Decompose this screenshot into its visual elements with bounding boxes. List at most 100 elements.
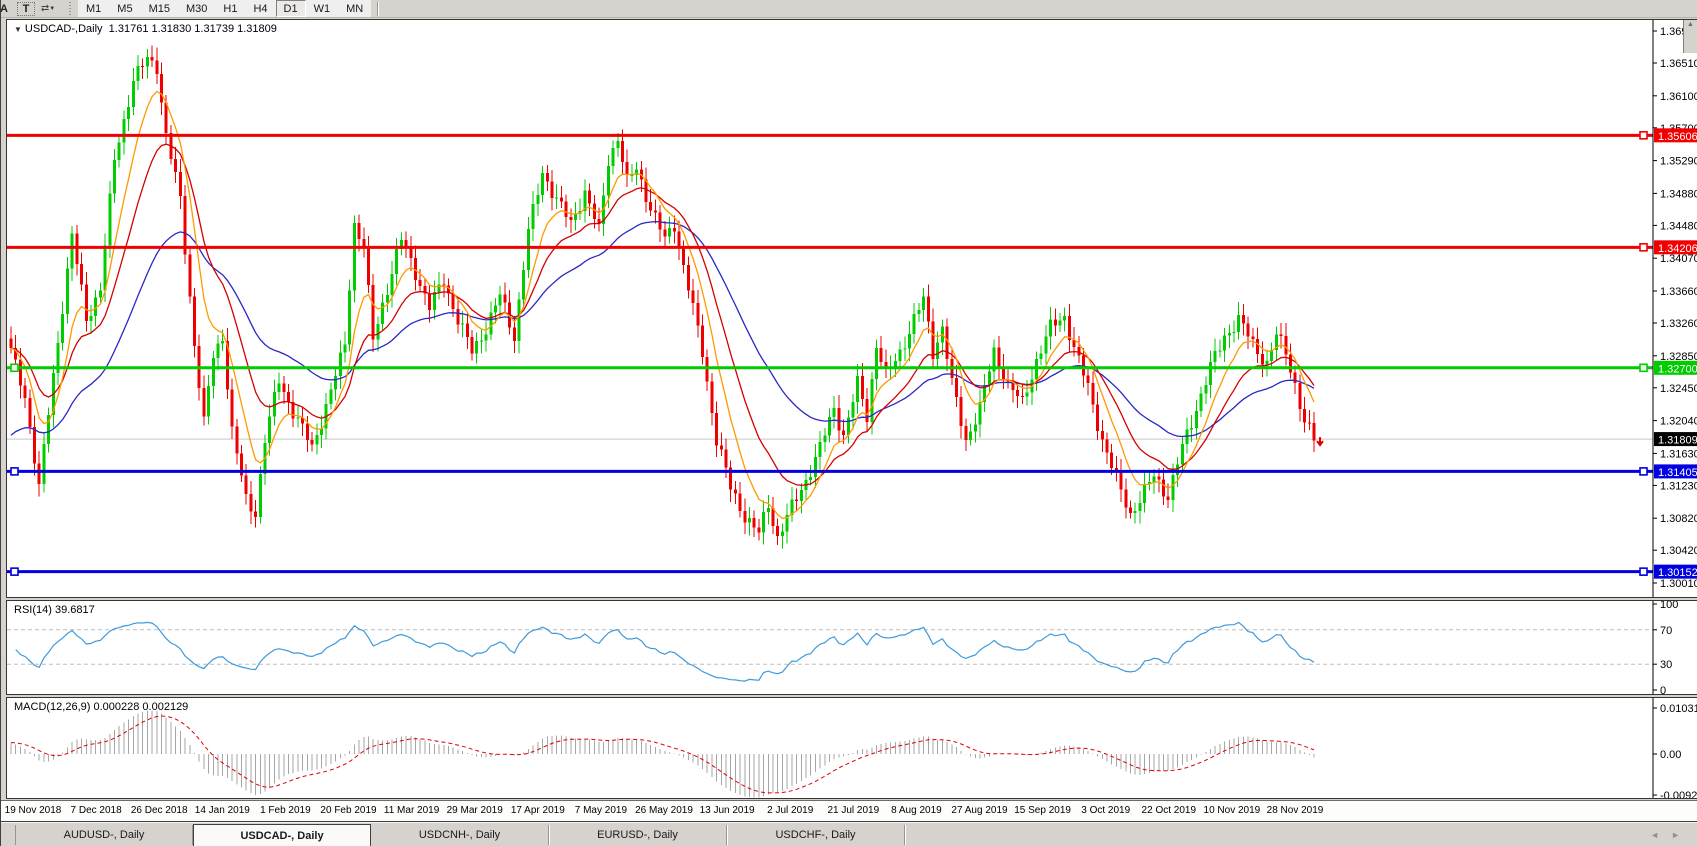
svg-text:-0.009203: -0.009203 <box>1660 790 1697 798</box>
rsi-panel: 100 70 30 0 RSI(14) 39.6817 <box>6 600 1697 695</box>
svg-text:0.00: 0.00 <box>1660 749 1681 761</box>
date-label: 15 Sep 2019 <box>1014 805 1071 816</box>
svg-text:1.31230: 1.31230 <box>1660 480 1697 492</box>
svg-text:1.34206: 1.34206 <box>1658 243 1697 255</box>
sell-arrow-icon <box>1316 437 1324 447</box>
date-label: 21 Jul 2019 <box>827 805 880 816</box>
macd-histogram <box>10 710 1315 798</box>
macd-values: 0.000228 0.002129 <box>93 701 189 713</box>
line-handle <box>1639 363 1648 373</box>
date-axis[interactable]: 19 Nov 2018 7 Dec 2018 26 Dec 2018 14 Jan 2… <box>1 800 1697 821</box>
horizontal-sr-lines[interactable] <box>7 131 1653 576</box>
svg-text:1.32040: 1.32040 <box>1660 416 1697 428</box>
date-label: 2 Jul 2019 <box>767 805 814 816</box>
date-label: 26 Dec 2018 <box>130 805 188 816</box>
rsi-axis[interactable]: 100 70 30 0 <box>1652 601 1678 694</box>
line-handle <box>10 467 19 476</box>
svg-text:1.33260: 1.33260 <box>1660 318 1697 330</box>
svg-text:1.30152: 1.30152 <box>1658 567 1697 579</box>
date-label: 14 Jan 2019 <box>194 805 250 816</box>
svg-text:1.35606: 1.35606 <box>1658 131 1697 143</box>
chart-title-symbol: USDCAD-,Daily <box>24 23 103 35</box>
timeframe-d1-button[interactable]: D1 <box>275 0 306 17</box>
arrow-tool-icon[interactable]: A <box>0 2 8 15</box>
date-label: 19 Nov 2018 <box>4 805 62 816</box>
line-handle <box>1639 567 1648 576</box>
price-chart-canvas[interactable]: 1.369101.365101.361001.357001.352901.348… <box>7 20 1697 597</box>
date-label: 26 May 2019 <box>635 805 693 816</box>
tab-usdchf[interactable]: USDCHF-, Daily <box>727 825 905 845</box>
toolbar: A T ⇄ ▼ M1 M5 M15 M30 H1 H4 D1 W1 MN <box>1 0 1697 18</box>
tab-eurusd[interactable]: EURUSD-, Daily <box>549 825 727 845</box>
ema-medium <box>10 143 1315 487</box>
date-label: 8 Aug 2019 <box>891 805 942 816</box>
timeframe-m15-button[interactable]: M15 <box>140 0 178 17</box>
svg-text:70: 70 <box>1660 625 1672 637</box>
rsi-name: RSI(14) <box>14 604 52 616</box>
macd-canvas[interactable]: 0.010311 0.00 -0.009203 <box>7 698 1697 798</box>
macd-label: MACD(12,26,9) 0.000228 0.002129 <box>14 701 188 713</box>
ema-fast <box>10 90 1315 520</box>
timeframe-w1-button[interactable]: W1 <box>305 0 339 17</box>
cursor-mode-icon[interactable]: ⇄ ▼ <box>39 1 57 17</box>
tab-audusd[interactable]: AUDUSD-, Daily <box>15 825 193 845</box>
svg-text:1.30820: 1.30820 <box>1660 513 1697 525</box>
line-handle <box>1639 467 1648 476</box>
rsi-value: 39.6817 <box>54 604 95 616</box>
tab-usdcad[interactable]: USDCAD-, Daily <box>193 824 371 846</box>
rsi-canvas[interactable]: 100 70 30 0 <box>7 601 1697 694</box>
timeframe-mn-button[interactable]: MN <box>338 0 372 17</box>
moving-average-lines <box>10 90 1315 520</box>
ema-slow <box>10 220 1315 438</box>
line-handle <box>1639 243 1648 252</box>
date-label: 29 Mar 2019 <box>446 805 503 816</box>
svg-text:1.32700: 1.32700 <box>1658 363 1697 375</box>
timeframe-h4-button[interactable]: H4 <box>245 0 276 17</box>
svg-text:1.31809: 1.31809 <box>1658 435 1697 447</box>
svg-text:1.36510: 1.36510 <box>1660 58 1697 70</box>
tab-scroll-arrows[interactable]: ◄► <box>1650 830 1692 840</box>
text-tool-icon[interactable]: T <box>17 1 35 16</box>
date-label: 11 Mar 2019 <box>383 805 440 816</box>
tab-usdcnh[interactable]: USDCNH-, Daily <box>371 825 549 845</box>
svg-text:1.30010: 1.30010 <box>1660 578 1697 590</box>
svg-text:30: 30 <box>1660 659 1672 671</box>
svg-text:1.30420: 1.30420 <box>1660 545 1697 557</box>
svg-text:1.34880: 1.34880 <box>1660 188 1697 200</box>
date-label: 7 Dec 2018 <box>70 805 122 816</box>
rsi-label: RSI(14) 39.6817 <box>14 604 95 616</box>
svg-text:1.34480: 1.34480 <box>1660 220 1697 232</box>
tab-scroll-right-icon[interactable]: ► <box>1671 830 1692 840</box>
date-label: 17 Apr 2019 <box>510 805 565 816</box>
macd-axis[interactable]: 0.010311 0.00 -0.009203 <box>1652 698 1697 798</box>
timeframe-m1-button[interactable]: M1 <box>78 0 110 17</box>
date-label: 7 May 2019 <box>574 805 628 816</box>
axis-scroll-notch[interactable]: ▲ <box>1683 20 1697 53</box>
svg-text:0.010311: 0.010311 <box>1660 703 1697 715</box>
date-label: 13 Jun 2019 <box>699 805 755 816</box>
axis-notch-arrow-icon: ▲ <box>1687 21 1694 28</box>
date-label: 22 Oct 2019 <box>1141 805 1197 816</box>
svg-text:100: 100 <box>1660 601 1678 611</box>
tab-scroll-left-icon[interactable]: ◄ <box>1650 830 1672 840</box>
timeframe-m5-button[interactable]: M5 <box>109 0 141 17</box>
svg-text:1.32850: 1.32850 <box>1660 351 1697 363</box>
svg-text:1.31630: 1.31630 <box>1660 448 1697 460</box>
svg-text:0: 0 <box>1660 685 1666 694</box>
toolbar-separator <box>377 1 379 16</box>
svg-text:1.34070: 1.34070 <box>1660 253 1697 265</box>
toolbar-grip[interactable] <box>67 1 74 16</box>
chart-title: ▼ USDCAD-,Daily 1.31761 1.31830 1.31739 1… <box>14 23 277 35</box>
macd-signal-line <box>10 715 1315 794</box>
price-axis[interactable]: 1.369101.365101.361001.357001.352901.348… <box>1652 20 1697 597</box>
timeframe-h1-button[interactable]: H1 <box>215 0 246 17</box>
svg-text:1.36100: 1.36100 <box>1660 91 1697 103</box>
symbol-caret-icon[interactable]: ▼ <box>14 25 22 34</box>
chart-title-ohlc: 1.31761 1.31830 1.31739 1.31809 <box>108 23 277 35</box>
double-arrow-icon: ⇄ <box>40 3 50 14</box>
line-handle <box>10 363 19 373</box>
timeframe-m30-button[interactable]: M30 <box>177 0 216 17</box>
price-chart-panel: 1.369101.365101.361001.357001.352901.348… <box>6 19 1697 598</box>
rsi-line <box>15 621 1315 682</box>
